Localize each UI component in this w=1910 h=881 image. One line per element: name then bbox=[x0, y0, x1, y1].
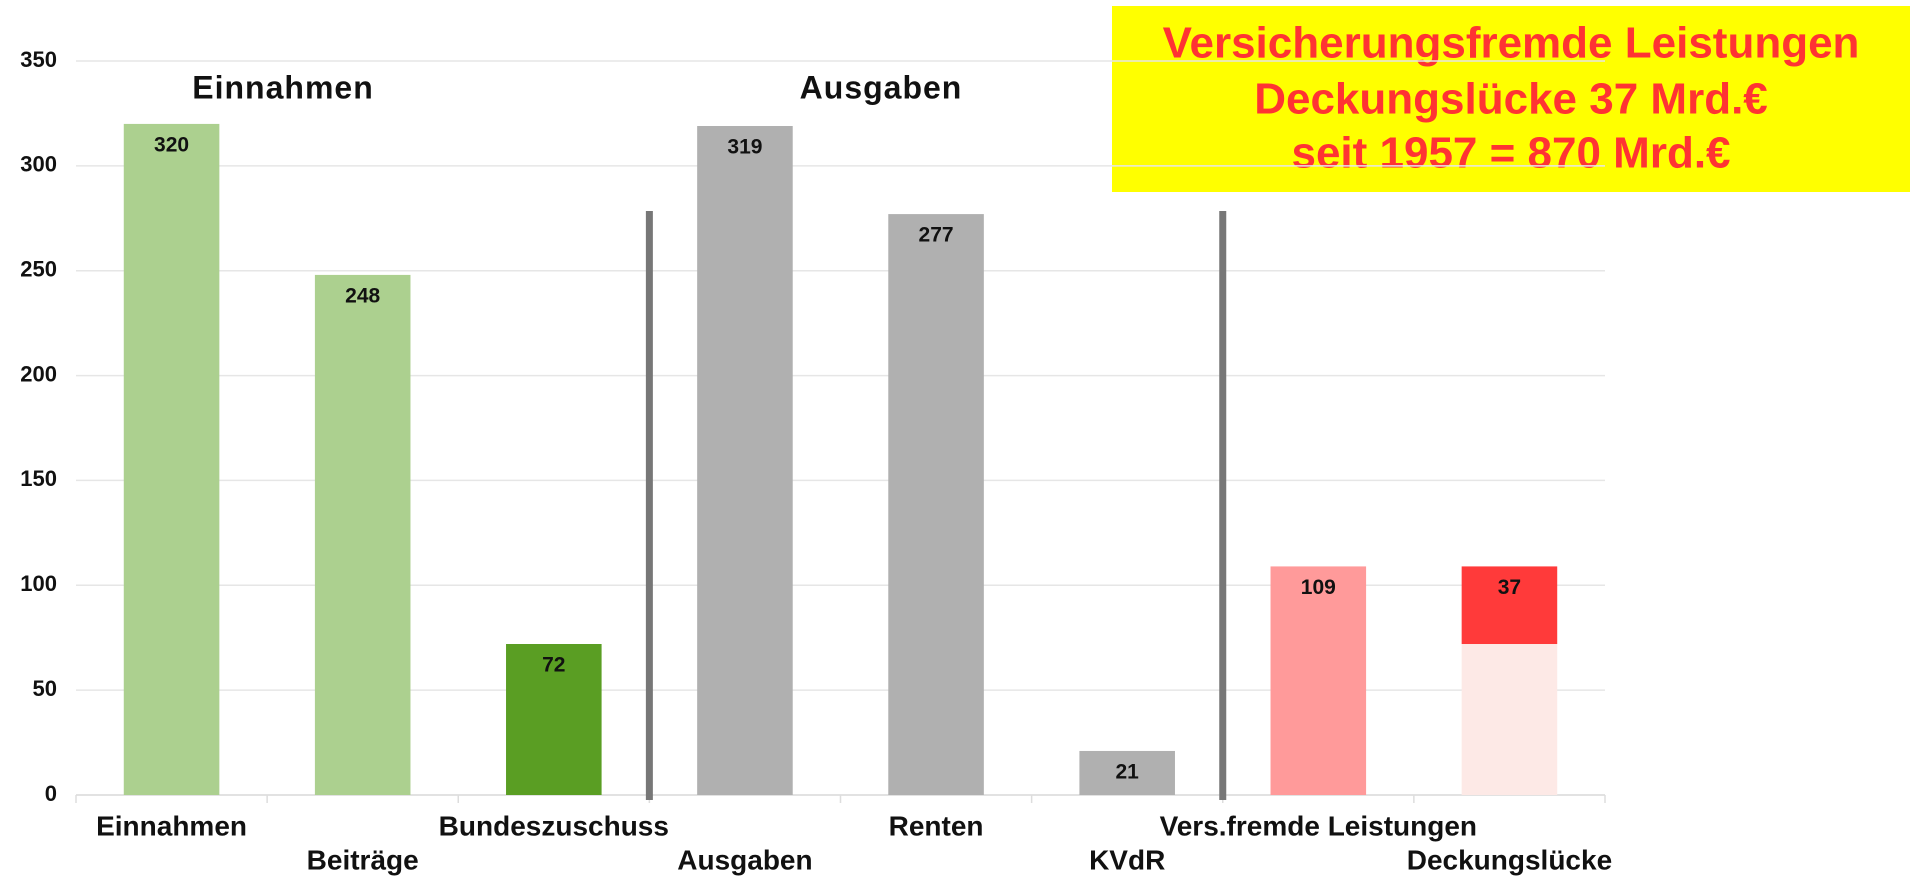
y-tick-label: 0 bbox=[45, 781, 57, 806]
data-label: 37 bbox=[1498, 576, 1521, 599]
group-title: Ausgaben bbox=[800, 69, 963, 105]
x-tick-label: Beiträge bbox=[307, 844, 419, 875]
annotation: seit 1957 = 870 Mrd.€ bbox=[1291, 129, 1730, 178]
bar bbox=[1461, 644, 1558, 795]
group-title: Einnahmen bbox=[192, 69, 373, 105]
bar bbox=[123, 123, 220, 795]
data-label: 320 bbox=[154, 133, 189, 156]
bar bbox=[1270, 566, 1367, 795]
annotation-box bbox=[1112, 6, 1910, 192]
data-label: 109 bbox=[1301, 576, 1336, 599]
x-tick-label: Bundeszuschuss bbox=[439, 810, 669, 841]
data-label: 248 bbox=[345, 284, 380, 307]
y-tick-label: 150 bbox=[20, 466, 57, 491]
bar bbox=[1079, 750, 1175, 795]
annotation: Versicherungsfremde Leistungen bbox=[1163, 19, 1860, 68]
data-label: 72 bbox=[542, 654, 565, 677]
data-label: 21 bbox=[1116, 761, 1140, 784]
x-tick-label: Ausgaben bbox=[677, 844, 812, 875]
bar bbox=[314, 274, 411, 795]
annotation: Deckungslücke 37 Mrd.€ bbox=[1254, 75, 1768, 124]
bar bbox=[1461, 566, 1558, 645]
data-label: 277 bbox=[919, 224, 954, 247]
x-tick-label: Einnahmen bbox=[96, 810, 247, 841]
y-tick-label: 200 bbox=[20, 361, 57, 386]
x-tick-label: Vers.fremde Leistungen bbox=[1160, 810, 1477, 841]
bar bbox=[506, 644, 602, 795]
y-tick-label: 300 bbox=[20, 152, 57, 177]
x-tick-label: Renten bbox=[889, 810, 984, 841]
y-tick-label: 50 bbox=[33, 676, 57, 701]
y-tick-label: 250 bbox=[20, 257, 57, 282]
bar bbox=[888, 214, 984, 795]
y-tick-label: 100 bbox=[20, 571, 57, 596]
y-tick-label: 350 bbox=[20, 47, 57, 72]
data-label: 319 bbox=[727, 136, 762, 159]
x-tick-label: Deckungslücke bbox=[1407, 844, 1612, 875]
bar bbox=[697, 126, 793, 796]
x-tick-label: KVdR bbox=[1089, 844, 1165, 875]
